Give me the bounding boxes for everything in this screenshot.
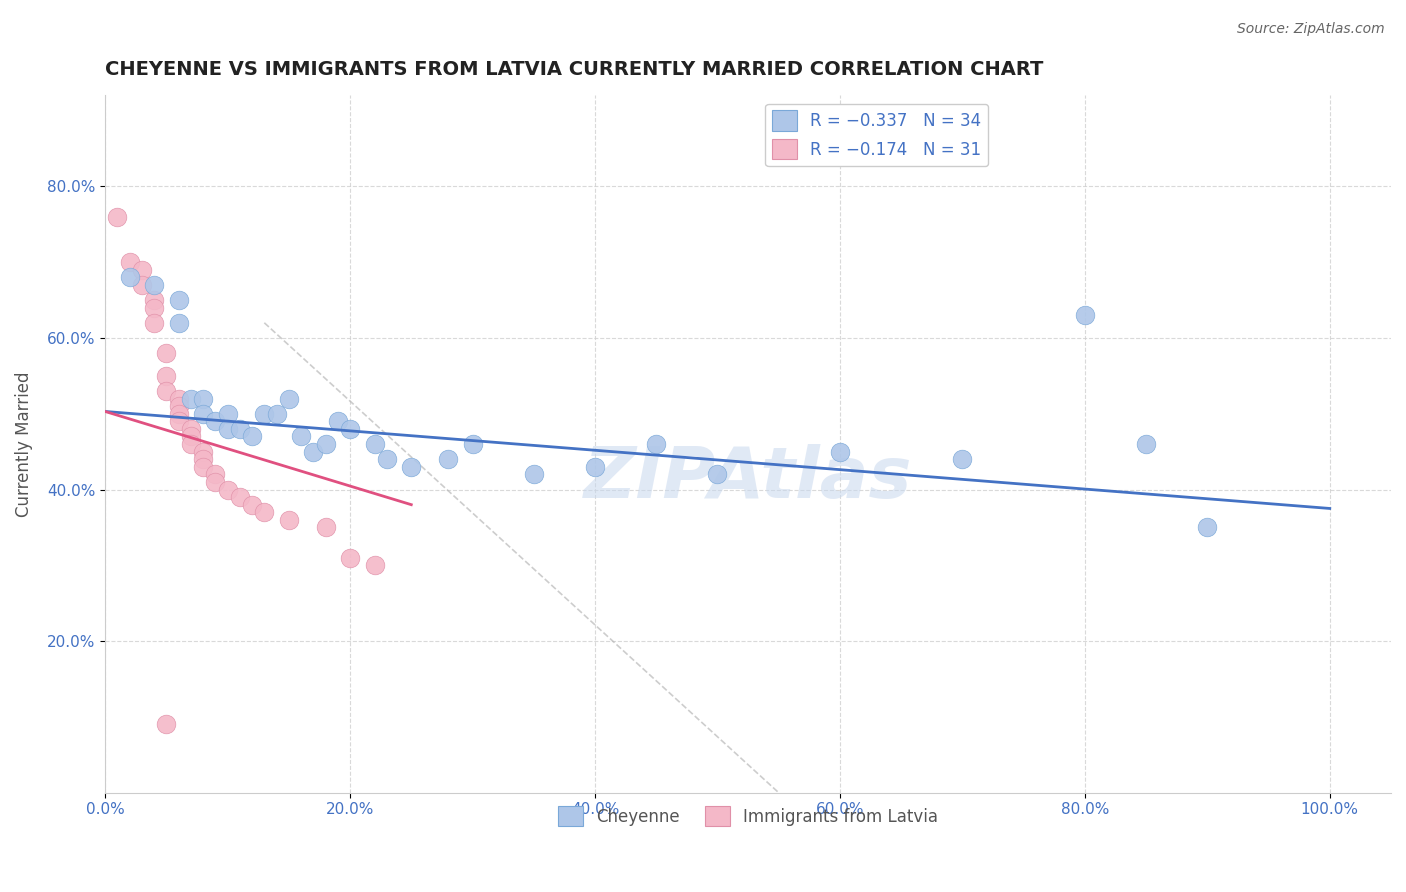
Legend: Cheyenne, Immigrants from Latvia: Cheyenne, Immigrants from Latvia	[551, 799, 945, 833]
Point	[167, 407, 190, 421]
Point	[363, 558, 385, 573]
Point	[143, 301, 166, 315]
Point	[290, 429, 312, 443]
Point	[167, 293, 190, 307]
Point	[143, 293, 166, 307]
Point	[217, 422, 239, 436]
Point	[339, 550, 361, 565]
Point	[155, 384, 177, 398]
Point	[950, 452, 973, 467]
Point	[191, 452, 214, 467]
Point	[131, 262, 153, 277]
Point	[217, 407, 239, 421]
Point	[191, 407, 214, 421]
Point	[105, 210, 128, 224]
Point	[167, 392, 190, 406]
Point	[240, 498, 263, 512]
Point	[253, 407, 276, 421]
Point	[204, 414, 226, 428]
Point	[1074, 308, 1097, 322]
Point	[326, 414, 349, 428]
Point	[217, 483, 239, 497]
Point	[363, 437, 385, 451]
Point	[828, 444, 851, 458]
Point	[645, 437, 668, 451]
Point	[302, 444, 325, 458]
Point	[191, 444, 214, 458]
Point	[523, 467, 546, 482]
Point	[167, 399, 190, 413]
Point	[204, 467, 226, 482]
Point	[180, 429, 202, 443]
Point	[180, 422, 202, 436]
Point	[167, 414, 190, 428]
Point	[155, 717, 177, 731]
Point	[180, 392, 202, 406]
Point	[155, 346, 177, 360]
Point	[706, 467, 728, 482]
Point	[1197, 520, 1219, 534]
Text: Source: ZipAtlas.com: Source: ZipAtlas.com	[1237, 22, 1385, 37]
Point	[461, 437, 484, 451]
Point	[315, 437, 337, 451]
Point	[204, 475, 226, 489]
Point	[315, 520, 337, 534]
Point	[167, 316, 190, 330]
Point	[240, 429, 263, 443]
Point	[143, 277, 166, 292]
Point	[229, 490, 252, 504]
Point	[253, 505, 276, 519]
Point	[191, 392, 214, 406]
Point	[118, 255, 141, 269]
Point	[583, 459, 606, 474]
Y-axis label: Currently Married: Currently Married	[15, 371, 32, 516]
Point	[229, 422, 252, 436]
Point	[143, 316, 166, 330]
Point	[339, 422, 361, 436]
Text: ZIPAtlas: ZIPAtlas	[583, 444, 912, 514]
Point	[118, 270, 141, 285]
Point	[375, 452, 398, 467]
Point	[1135, 437, 1157, 451]
Point	[155, 368, 177, 383]
Point	[401, 459, 423, 474]
Text: CHEYENNE VS IMMIGRANTS FROM LATVIA CURRENTLY MARRIED CORRELATION CHART: CHEYENNE VS IMMIGRANTS FROM LATVIA CURRE…	[105, 60, 1043, 78]
Point	[191, 459, 214, 474]
Point	[266, 407, 288, 421]
Point	[437, 452, 460, 467]
Point	[277, 392, 299, 406]
Point	[277, 513, 299, 527]
Point	[131, 277, 153, 292]
Point	[180, 437, 202, 451]
